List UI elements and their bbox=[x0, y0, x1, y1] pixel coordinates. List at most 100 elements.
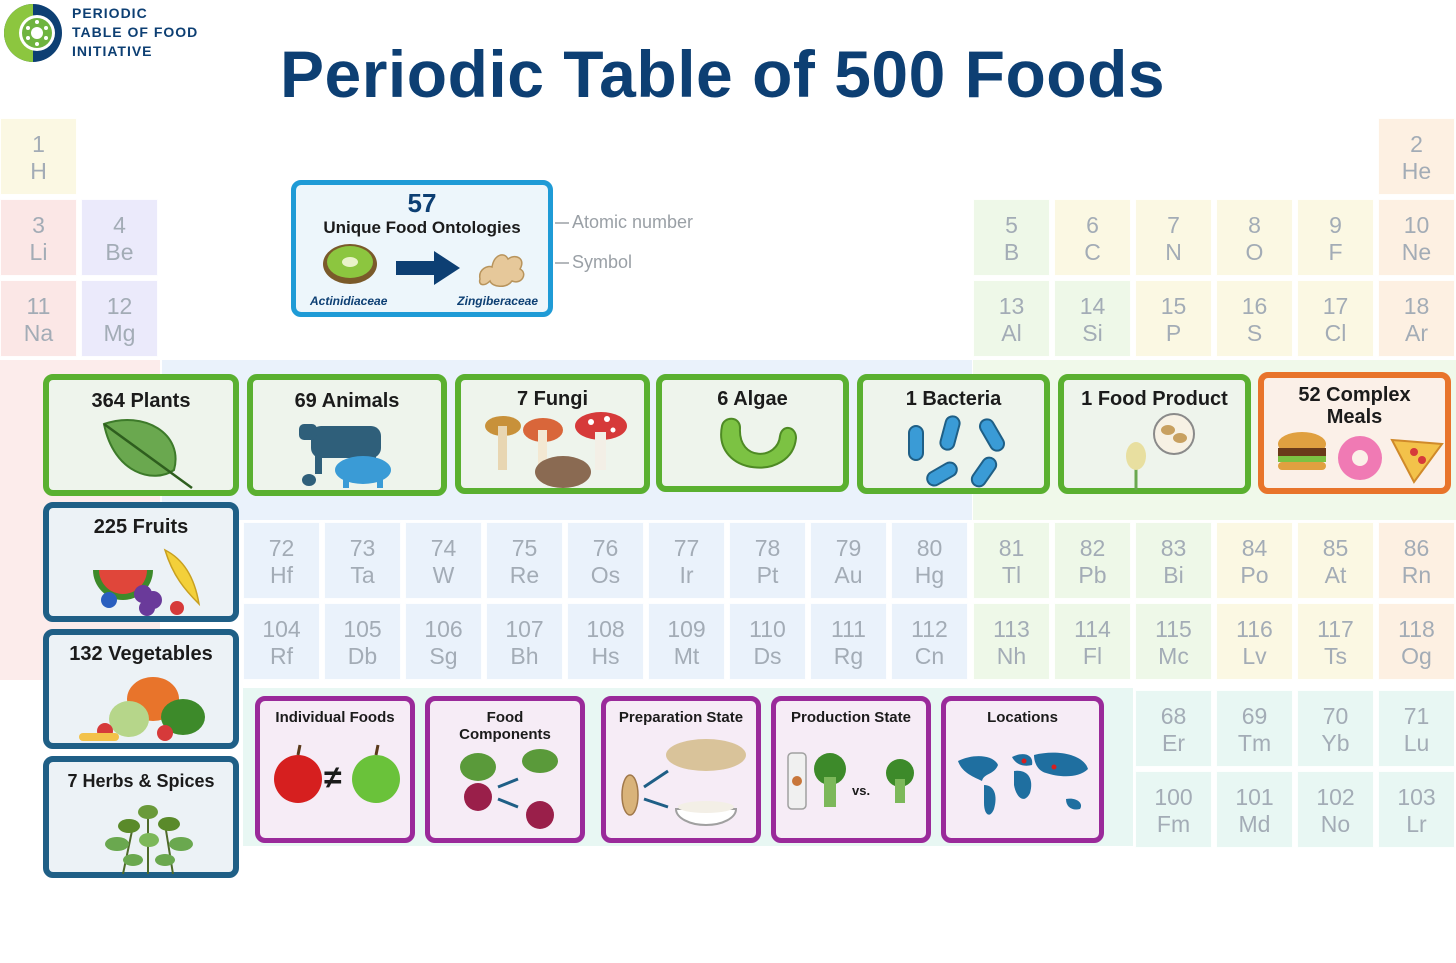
element-symbol: Rf bbox=[270, 643, 293, 669]
element-cell-na: 11 Na bbox=[0, 280, 77, 357]
atomic-number: 12 bbox=[106, 293, 133, 319]
atomic-number: 78 bbox=[754, 535, 781, 561]
logo-text: PERIODIC TABLE OF FOOD INITIATIVE bbox=[72, 4, 198, 61]
feature-label: Individual Foods bbox=[275, 709, 395, 726]
beet-components-icon bbox=[460, 749, 558, 829]
element-cell-og: 118 Og bbox=[1378, 603, 1455, 680]
atomic-number: 108 bbox=[586, 616, 625, 642]
atomic-number: 17 bbox=[1322, 293, 1349, 319]
vegetables-icon bbox=[79, 677, 205, 741]
element-symbol: Hg bbox=[914, 562, 945, 588]
element-cell-tm: 69 Tm bbox=[1216, 690, 1293, 767]
element-cell-rg: 111 Rg bbox=[810, 603, 887, 680]
element-cell-ts: 117 Ts bbox=[1297, 603, 1374, 680]
element-cell-lr: 103 Lr bbox=[1378, 771, 1455, 848]
atomic-number: 118 bbox=[1398, 616, 1435, 642]
element-cell-pt: 78 Pt bbox=[729, 522, 806, 599]
element-symbol: Mc bbox=[1158, 643, 1189, 669]
element-cell-ar: 18 Ar bbox=[1378, 280, 1455, 357]
element-symbol: B bbox=[1003, 239, 1020, 265]
element-symbol: Bh bbox=[510, 643, 539, 669]
element-symbol: Re bbox=[509, 562, 540, 588]
atomic-number: 84 bbox=[1241, 535, 1268, 561]
atomic-number: 104 bbox=[262, 616, 301, 642]
element-symbol: Ar bbox=[1405, 320, 1428, 346]
element-symbol: Rn bbox=[1401, 562, 1432, 588]
element-symbol: He bbox=[1401, 158, 1432, 184]
category-complex-meals: 52 Complex Meals bbox=[1258, 372, 1451, 494]
atomic-number: 112 bbox=[911, 616, 948, 642]
element-cell-li: 3 Li bbox=[0, 199, 77, 276]
bacteria-icon bbox=[908, 415, 1005, 488]
feature-locations: Locations bbox=[941, 696, 1104, 843]
element-symbol: Mt bbox=[673, 643, 700, 669]
element-symbol: Hs bbox=[591, 643, 620, 669]
atomic-number: 15 bbox=[1160, 293, 1187, 319]
element-cell-nh: 113 Nh bbox=[973, 603, 1050, 680]
plant-group-label: 132 Vegetables bbox=[69, 643, 213, 665]
element-cell-re: 75 Re bbox=[486, 522, 563, 599]
element-cell-at: 85 At bbox=[1297, 522, 1374, 599]
element-symbol: Ta bbox=[350, 562, 375, 588]
logo-line-2: TABLE OF FOOD bbox=[72, 24, 199, 40]
element-cell-ta: 73 Ta bbox=[324, 522, 401, 599]
atomic-number: 113 bbox=[993, 616, 1030, 642]
element-symbol: Fm bbox=[1156, 811, 1191, 837]
atomic-number: 3 bbox=[32, 212, 45, 238]
atomic-number: 2 bbox=[1410, 131, 1423, 157]
legend-title: Unique Food Ontologies bbox=[323, 218, 521, 237]
atomic-number: 1 bbox=[32, 131, 45, 157]
versus-label: vs. bbox=[852, 783, 871, 798]
element-cell-po: 84 Po bbox=[1216, 522, 1293, 599]
atomic-number: 106 bbox=[424, 616, 463, 642]
category-bacteria: 1 Bacteria bbox=[857, 374, 1050, 494]
atomic-number: 7 bbox=[1167, 212, 1180, 238]
page-title: Periodic Table of 500 Foods bbox=[280, 37, 1166, 111]
legend-box: 57 Unique Food Ontologies Actinidiaceae … bbox=[291, 180, 553, 317]
element-symbol: O bbox=[1245, 239, 1264, 265]
element-cell-yb: 70 Yb bbox=[1297, 690, 1374, 767]
atomic-number: 68 bbox=[1160, 703, 1187, 729]
category-label: 6 Algae bbox=[717, 388, 788, 410]
atomic-number: 105 bbox=[343, 616, 382, 642]
element-cell-os: 76 Os bbox=[567, 522, 644, 599]
atomic-number: 5 bbox=[1005, 212, 1018, 238]
atomic-number: 115 bbox=[1155, 616, 1192, 642]
category-label: 69 Animals bbox=[294, 390, 400, 412]
feature-production-state: Production State vs. bbox=[771, 696, 931, 843]
element-symbol: Po bbox=[1240, 562, 1269, 588]
feature-individual-foods: Individual Foods ≠ bbox=[255, 696, 415, 843]
element-cell-no: 102 No bbox=[1297, 771, 1374, 848]
element-symbol: Og bbox=[1401, 643, 1432, 669]
atomic-number: 116 bbox=[1236, 616, 1273, 642]
element-symbol: W bbox=[432, 562, 455, 588]
atomic-number: 71 bbox=[1403, 703, 1430, 729]
element-symbol: Ts bbox=[1324, 643, 1347, 669]
atomic-number: 74 bbox=[430, 535, 457, 561]
atomic-number: 73 bbox=[349, 535, 376, 561]
leaf-icon bbox=[102, 419, 193, 490]
plant-group-label: 225 Fruits bbox=[93, 516, 189, 538]
atomic-number: 70 bbox=[1322, 703, 1349, 729]
element-symbol: Cn bbox=[914, 643, 945, 669]
element-cell-pb: 82 Pb bbox=[1054, 522, 1131, 599]
element-symbol: Be bbox=[105, 239, 134, 265]
feature-food-components: Food Components bbox=[425, 696, 585, 843]
atomic-number: 75 bbox=[511, 535, 538, 561]
element-symbol: Pb bbox=[1078, 562, 1107, 588]
element-symbol: Si bbox=[1082, 320, 1103, 346]
element-cell-fl: 114 Fl bbox=[1054, 603, 1131, 680]
element-symbol: Na bbox=[23, 320, 54, 346]
element-cell-ir: 77 Ir bbox=[648, 522, 725, 599]
atomic-number: 9 bbox=[1329, 212, 1342, 238]
atomic-number: 82 bbox=[1079, 535, 1106, 561]
category-plants: 364 Plants bbox=[43, 374, 239, 496]
element-cell-lu: 71 Lu bbox=[1378, 690, 1455, 767]
plant-group-label: 7 Herbs & Spices bbox=[67, 771, 215, 791]
ginger-icon bbox=[478, 254, 525, 287]
atomic-number: 14 bbox=[1079, 293, 1106, 319]
